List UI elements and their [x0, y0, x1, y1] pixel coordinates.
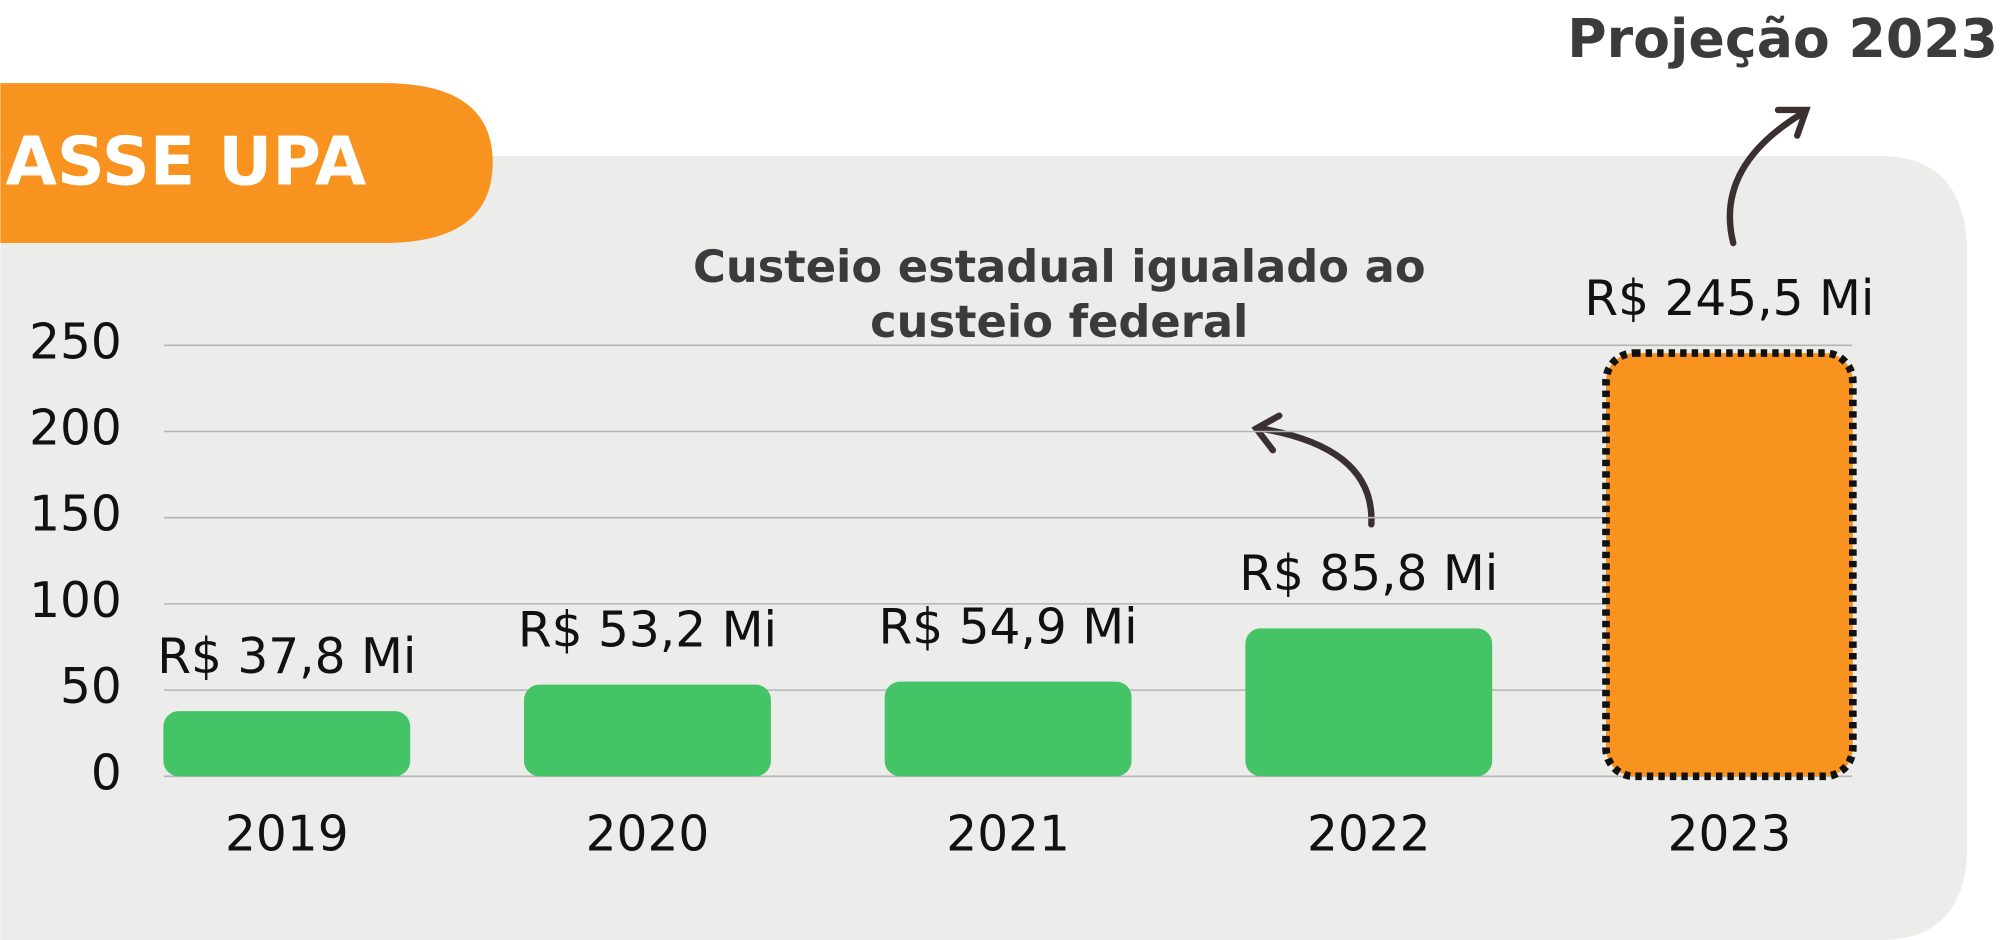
chart-title: ASSE UPA [5, 122, 366, 200]
y-tick-label: 200 [29, 401, 122, 457]
annotation: Custeio estadual igualado ao [693, 240, 1426, 293]
arrow-head [1251, 412, 1283, 454]
bar [524, 684, 771, 777]
annotation: custeio federal [870, 295, 1248, 348]
value-label: R$ 37,8 Mi [157, 629, 416, 685]
arrow [1726, 109, 1807, 247]
value-label: R$ 54,9 Mi [879, 599, 1138, 655]
y-tick-label: 0 [91, 745, 122, 801]
arrow [1256, 425, 1375, 528]
x-tick-label: 2022 [1307, 807, 1431, 863]
y-tick-label: 150 [29, 487, 122, 543]
value-label: R$ 85,8 Mi [1239, 546, 1498, 602]
annotation: Projeção 2023 [1567, 7, 1998, 70]
bar [1602, 349, 1857, 781]
x-tick-label: 2019 [225, 807, 349, 863]
y-tick-label: 100 [29, 573, 122, 629]
y-tick-label: 50 [60, 659, 122, 715]
x-tick-label: 2023 [1668, 807, 1792, 863]
x-tick-label: 2020 [586, 807, 710, 863]
value-label: R$ 53,2 Mi [518, 602, 777, 658]
y-tick-label: 250 [29, 314, 122, 370]
arrow-head [1774, 106, 1811, 139]
x-tick-label: 2021 [946, 807, 1070, 863]
bar [884, 681, 1132, 777]
bar [1245, 628, 1493, 777]
bar [163, 711, 411, 777]
value-label: R$ 245,5 Mi [1584, 271, 1874, 327]
title-pill [0, 83, 493, 243]
